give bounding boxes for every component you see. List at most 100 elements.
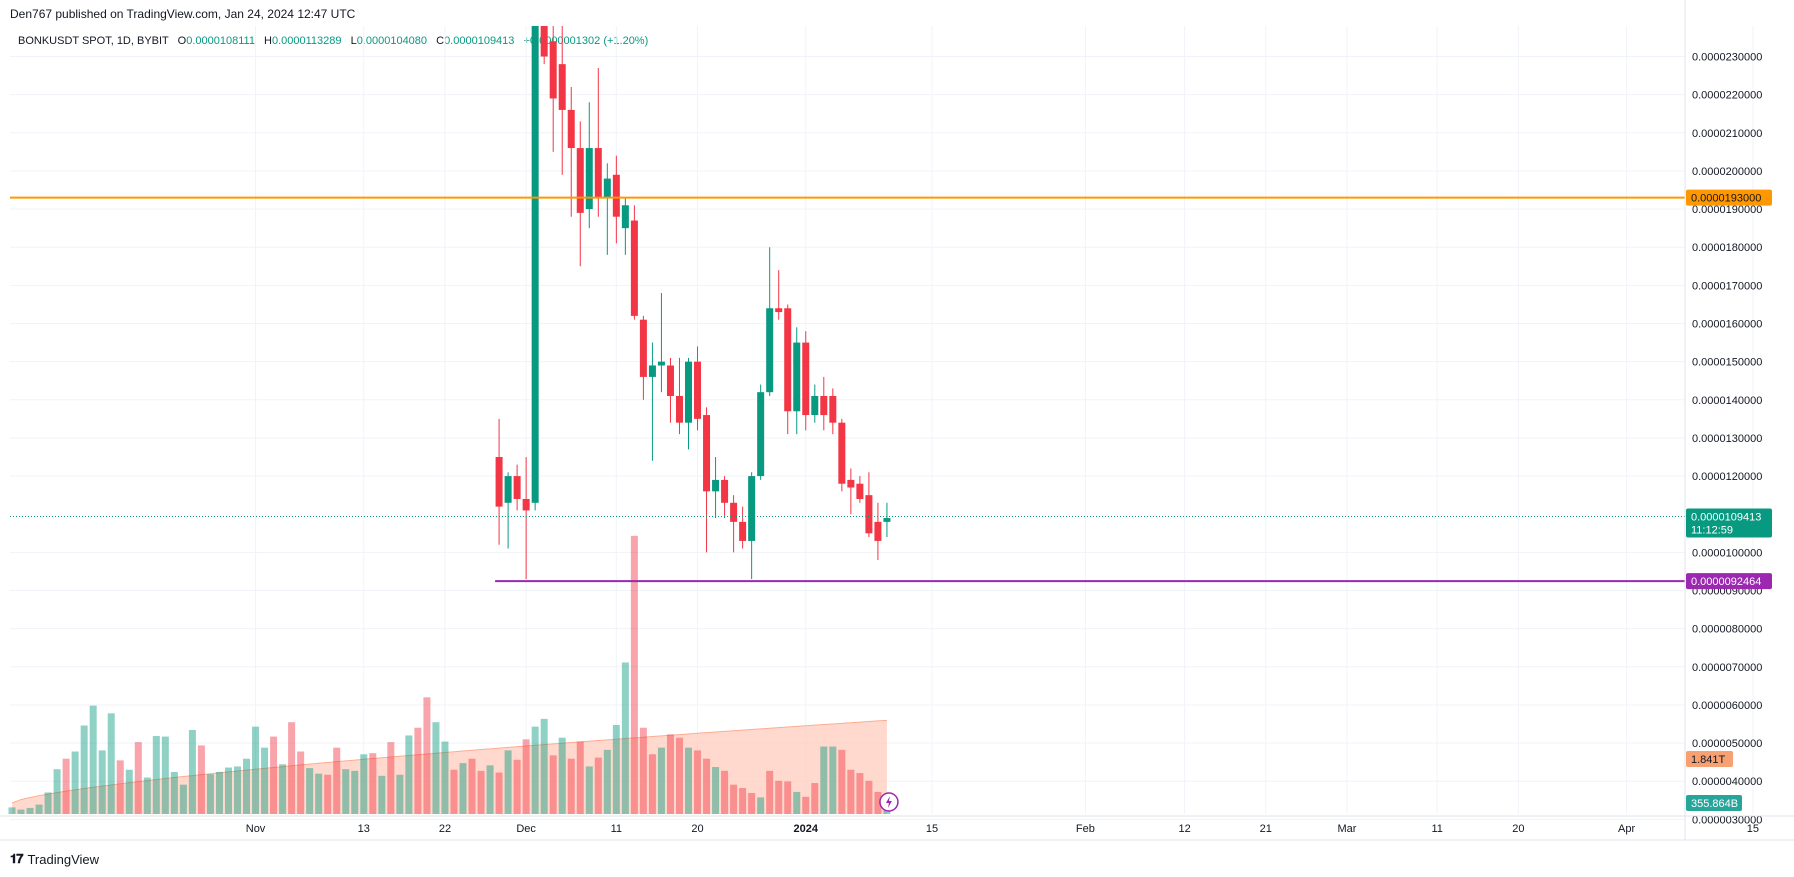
candle-body <box>802 342 810 416</box>
candle-body <box>712 479 720 492</box>
tradingview-logo[interactable]: 𝟏𝟕 TradingView <box>10 851 99 867</box>
candle-body <box>657 361 665 366</box>
x-tick-label: 11 <box>1431 823 1442 835</box>
volume-bar <box>766 770 774 814</box>
candle-body <box>775 308 783 313</box>
volume-bar <box>324 774 332 814</box>
x-tick-label: 13 <box>358 823 370 835</box>
volume-bar <box>134 742 142 814</box>
y-tick-label: 0.0000130000 <box>1692 433 1762 445</box>
candle-body <box>856 483 864 499</box>
candle-body <box>630 220 638 316</box>
candle-body <box>549 41 557 99</box>
y-tick-label: 0.0000030000 <box>1692 814 1762 826</box>
candle-body <box>576 148 584 213</box>
x-tick-label: 15 <box>1747 823 1759 835</box>
candle-body <box>495 457 503 507</box>
y-tick-label: 0.0000190000 <box>1692 204 1762 216</box>
volume-bar <box>252 726 260 814</box>
x-tick-label: 20 <box>1512 823 1524 835</box>
volume-bar <box>721 770 729 814</box>
volume-bar <box>234 766 241 814</box>
y-tick-label: 0.0000200000 <box>1692 166 1762 178</box>
volume-bar <box>270 736 278 814</box>
volume-bar <box>847 769 855 814</box>
horizontal-lines[interactable] <box>10 196 1685 583</box>
volume-bar <box>450 769 458 814</box>
volume-bar <box>35 804 43 814</box>
volume-bar <box>459 763 467 814</box>
volume-bar <box>107 713 115 814</box>
volume-bar <box>288 722 296 814</box>
candle-body <box>784 308 792 412</box>
volume-bar <box>224 767 232 814</box>
volume-bar <box>486 765 494 814</box>
y-tick-label: 0.0000140000 <box>1692 395 1762 407</box>
candle-body <box>838 422 846 484</box>
y-tick-label: 0.0000050000 <box>1692 738 1762 750</box>
volume-bar <box>576 741 584 814</box>
candle-body <box>648 365 656 377</box>
candle-body <box>730 502 738 522</box>
publisher-line: Den767 published on TradingView.com, Jan… <box>10 7 356 21</box>
volume-bar <box>71 751 79 814</box>
legend-open: 0.0000108111 <box>186 35 255 47</box>
volume-bar <box>558 737 566 814</box>
candle-body <box>666 365 674 396</box>
volume-bar <box>387 742 395 814</box>
volume-bar <box>495 772 503 814</box>
volume-bar <box>261 747 269 814</box>
volume-bar <box>594 757 602 814</box>
volume-bar <box>279 764 287 814</box>
candle-body <box>621 205 629 229</box>
candle-body <box>721 479 729 503</box>
y-tick-label: 0.0000100000 <box>1692 547 1762 559</box>
candle-body <box>757 392 765 477</box>
candle-body <box>585 148 593 210</box>
support-tag-bg <box>1686 573 1772 590</box>
volume-bar <box>26 807 34 814</box>
support-tag: 0.0000092464 <box>1686 573 1772 590</box>
y-tick-label: 0.0000080000 <box>1692 624 1762 636</box>
legend-high-label: H <box>264 35 272 47</box>
candle-body <box>793 342 801 412</box>
volume-bar <box>639 727 647 814</box>
y-tick-label: 0.0000070000 <box>1692 662 1762 674</box>
volume-bar <box>351 770 359 814</box>
candle-body <box>847 479 855 488</box>
volume-bar <box>396 774 404 814</box>
volume-bar <box>297 751 305 814</box>
current-price-tag-text: 11:12:59 <box>1691 524 1733 536</box>
volume-bar <box>748 792 756 814</box>
volume-bar <box>161 736 169 814</box>
candle-body <box>811 395 819 416</box>
volume-bar <box>477 770 485 814</box>
volume-ma-area <box>12 720 887 814</box>
legend-symbol: BONKUSDT SPOT, 1D, BYBIT <box>18 35 169 47</box>
x-tick-label: 2024 <box>794 823 819 835</box>
volume-bar <box>685 747 692 814</box>
volume-bar <box>197 745 205 814</box>
volume-ma-line <box>11 719 887 804</box>
volume-bar <box>53 769 61 814</box>
volume-bar <box>829 746 837 814</box>
volume-bar <box>666 734 674 814</box>
y-tick-label: 0.0000160000 <box>1692 319 1762 331</box>
lightning-icon <box>879 792 899 812</box>
volume-bar <box>657 747 665 814</box>
volume-bar <box>757 797 765 814</box>
candle-body <box>820 395 828 416</box>
legend-low-label: L <box>350 35 357 47</box>
current-price-tag-text: 0.0000109413 <box>1691 511 1761 523</box>
volume-bar <box>675 737 683 814</box>
y-tick-label: 0.0000150000 <box>1692 357 1762 369</box>
volume-bar <box>630 535 638 814</box>
volume-bar <box>603 749 611 814</box>
x-tick-label: 15 <box>926 823 938 835</box>
volume-bar <box>784 781 792 814</box>
x-tick-label: 20 <box>691 823 703 835</box>
candle-body <box>558 64 566 110</box>
volume-bar <box>865 780 873 814</box>
x-tick-label: 22 <box>439 823 451 835</box>
